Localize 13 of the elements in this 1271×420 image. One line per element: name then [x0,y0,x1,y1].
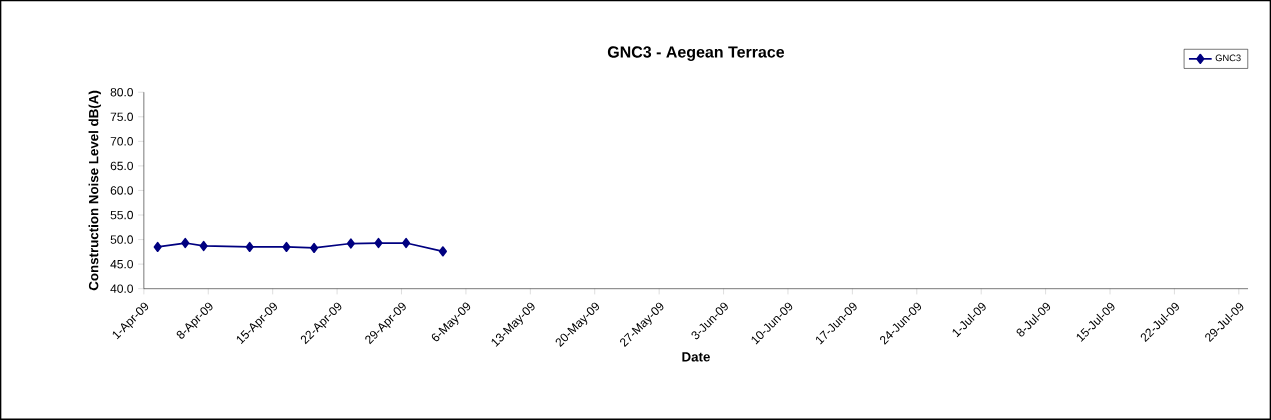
x-axis-title: Date [682,352,710,362]
y-tick-label: 70.0 [110,137,133,146]
y-tick-label: 65.0 [110,161,133,171]
y-axis-title: Construction Noise Level dB(A) [88,90,101,291]
y-tick-label: 45.0 [110,259,133,269]
y-tick-label: 60.0 [110,186,133,195]
y-tick-label: 40.0 [110,284,133,293]
y-tick-label: 50.0 [110,235,133,244]
y-tick-label: 75.0 [110,112,133,122]
y-tick-label: 80.0 [110,88,133,97]
chart-title: GNC3 - Aegean Terrace [607,46,785,61]
legend-label: GNC3 [1215,54,1241,62]
y-tick-label: 55.0 [110,210,133,220]
